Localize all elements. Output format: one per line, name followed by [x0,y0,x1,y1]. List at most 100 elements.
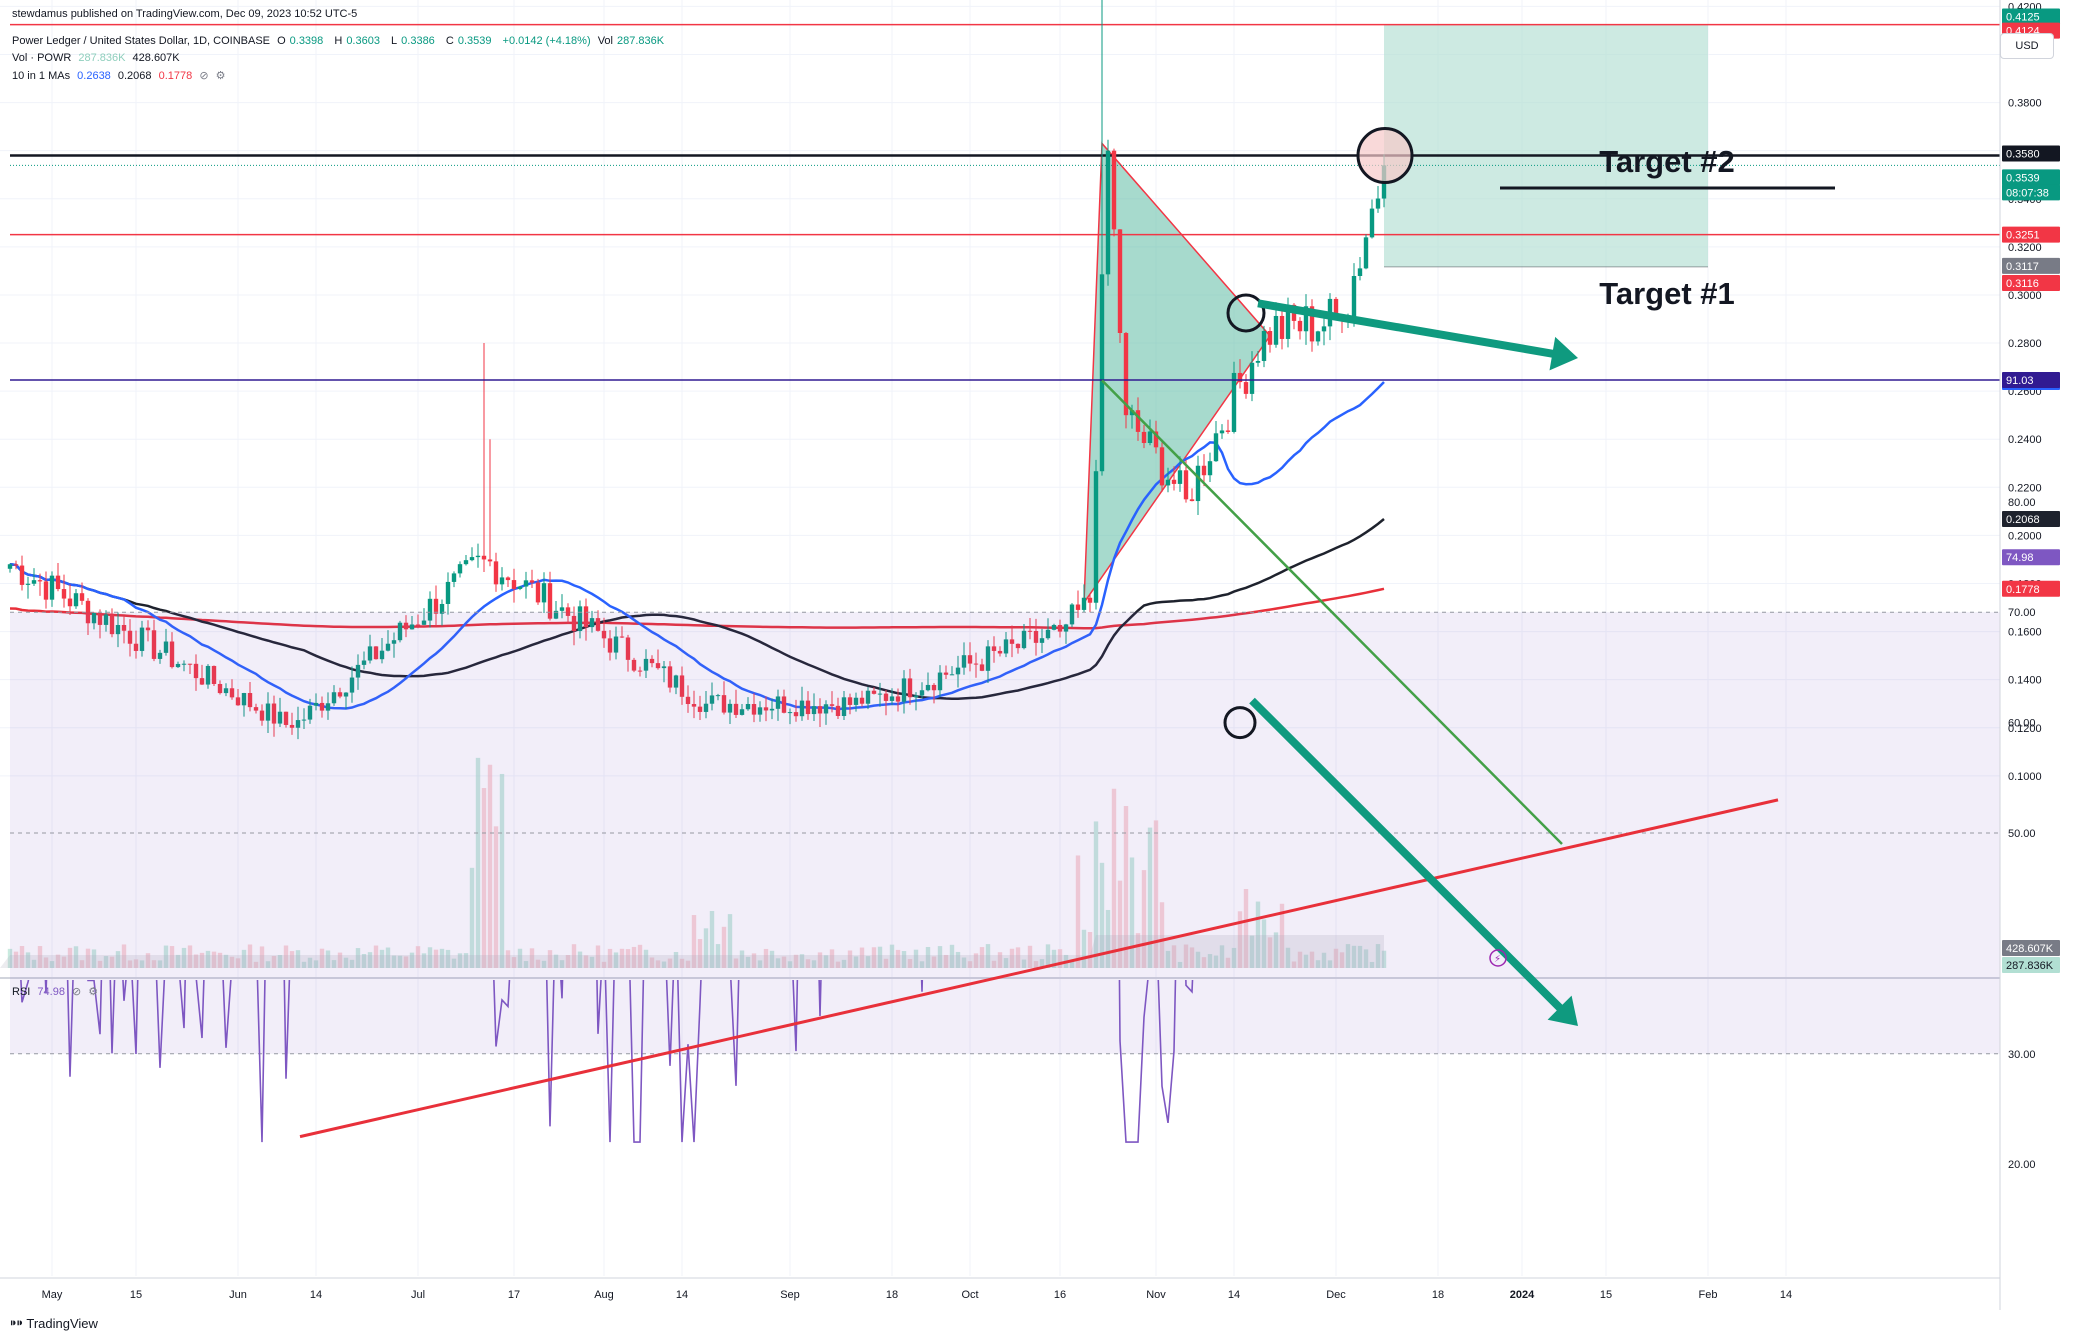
ma-legend[interactable]: 10 in 1 MAs 0.2638 0.2068 0.1778 ⊘ ⚙ [12,70,226,82]
volume-bar [1327,960,1333,968]
volume-bar [295,950,301,968]
volume-legend[interactable]: Vol · POWR 287.836K 428.607K [12,52,180,64]
candle-body [1225,430,1231,432]
volume-bar [1093,821,1099,968]
candle-body [757,707,763,715]
rsi-series-line [20,980,1194,1143]
candle-body [139,627,145,651]
candle-body [1243,382,1249,394]
volume-bar [715,944,721,968]
volume-bar [1207,954,1213,968]
rsi-tick-label: 70.00 [2008,607,2036,619]
volume-bar [1159,902,1165,968]
candle-body [295,720,301,728]
candle-body [559,607,565,611]
volume-bar [151,960,157,968]
open-value: 0.3398 [289,35,324,47]
volume-bar [163,945,169,968]
volume-bar [1339,952,1345,968]
volume-bar [1201,957,1207,968]
price-pane[interactable] [0,0,2000,1276]
candle-body [1105,150,1111,275]
candle-body [235,697,241,706]
volume-bar [403,956,409,968]
volume-bar [1039,959,1045,968]
candle-body [577,606,583,632]
close-value: 0.3539 [457,35,492,47]
candle-body [1369,208,1375,238]
settings-icon[interactable]: ⚙ [88,986,99,998]
price-axis[interactable]: 0.46000.44000.42000.40000.38000.34000.32… [2008,0,2042,783]
volume-bar [1111,788,1117,968]
volume-bar [769,950,775,968]
ma-black-line [9,518,1385,700]
currency-button[interactable]: USD [2000,33,2054,59]
volume-bar [103,956,109,968]
volume-bar [493,826,499,968]
time-tick-label: 14 [676,1289,688,1301]
volume-bar [37,946,43,968]
candle-body [691,704,697,707]
settings-icon[interactable]: ⚙ [215,70,226,82]
volume-bar [343,957,349,968]
candle-body [283,711,289,725]
volume-bar [619,948,625,968]
candle-body [565,607,571,616]
candle-body [523,580,529,587]
volume-bar [247,944,253,968]
volume-bar [1297,951,1303,968]
candle-body [1015,643,1021,649]
volume-bar [133,959,139,968]
price-tag-label: 0.3116 [2006,278,2039,290]
eye-icon[interactable]: ⊘ [199,70,209,82]
time-axis[interactable]: May 15 Jun 14 Jul 17 Aug 14 Sep 18 Oct 16 Nov 14 Dec 18… [42,1289,1793,1301]
publisher-line: stewdamus published on TradingView.com, … [12,8,358,20]
volume-bar [709,910,715,968]
volume-bar [211,951,217,968]
time-tick-label: Aug [594,1289,614,1301]
volume-bar [991,960,997,968]
candle-body [175,663,181,668]
volume-bar [49,961,55,968]
volume-bar [613,952,619,968]
candle-body [703,703,709,712]
price-tick-label: 0.3000 [2008,290,2042,302]
price-tag [2002,957,2060,973]
volume-bar [1075,855,1081,968]
eye-icon[interactable]: ⊘ [72,986,82,998]
candle-body [193,663,199,679]
volume-bar [289,951,295,968]
candle-body [913,695,919,698]
candle-body [241,693,247,706]
symbol-title[interactable]: Power Ledger / United States Dollar, 1D,… [12,35,271,47]
volume-bar [667,958,673,968]
volume-bar [1135,933,1141,968]
time-tick-label: Jul [411,1289,425,1301]
rsi-tick-label: 80.00 [2008,497,2036,509]
candle-body [607,638,613,653]
candle-body [265,703,271,721]
candle-body [25,583,31,585]
rsi-legend[interactable]: RSI 74.98 ⊘ ⚙ [12,986,99,998]
volume-bar [1057,949,1063,968]
candle-body [1009,639,1015,644]
candle-body [271,703,277,724]
candle-body [1207,461,1213,476]
volume-bar [331,960,337,968]
lightning-icon [1489,949,1507,967]
candle-body [841,697,847,717]
candle-body [511,580,517,589]
candle-body [337,692,343,697]
candle-body [655,663,661,669]
rsi-pane[interactable] [10,369,2000,1143]
volume-bar [763,948,769,968]
candle-body [763,707,769,711]
volume-bar [691,915,697,968]
candle-body [1201,465,1207,476]
volume-bar [721,926,727,968]
volume-bar [685,960,691,968]
candle-body [601,630,607,639]
volume-bar [433,949,439,968]
